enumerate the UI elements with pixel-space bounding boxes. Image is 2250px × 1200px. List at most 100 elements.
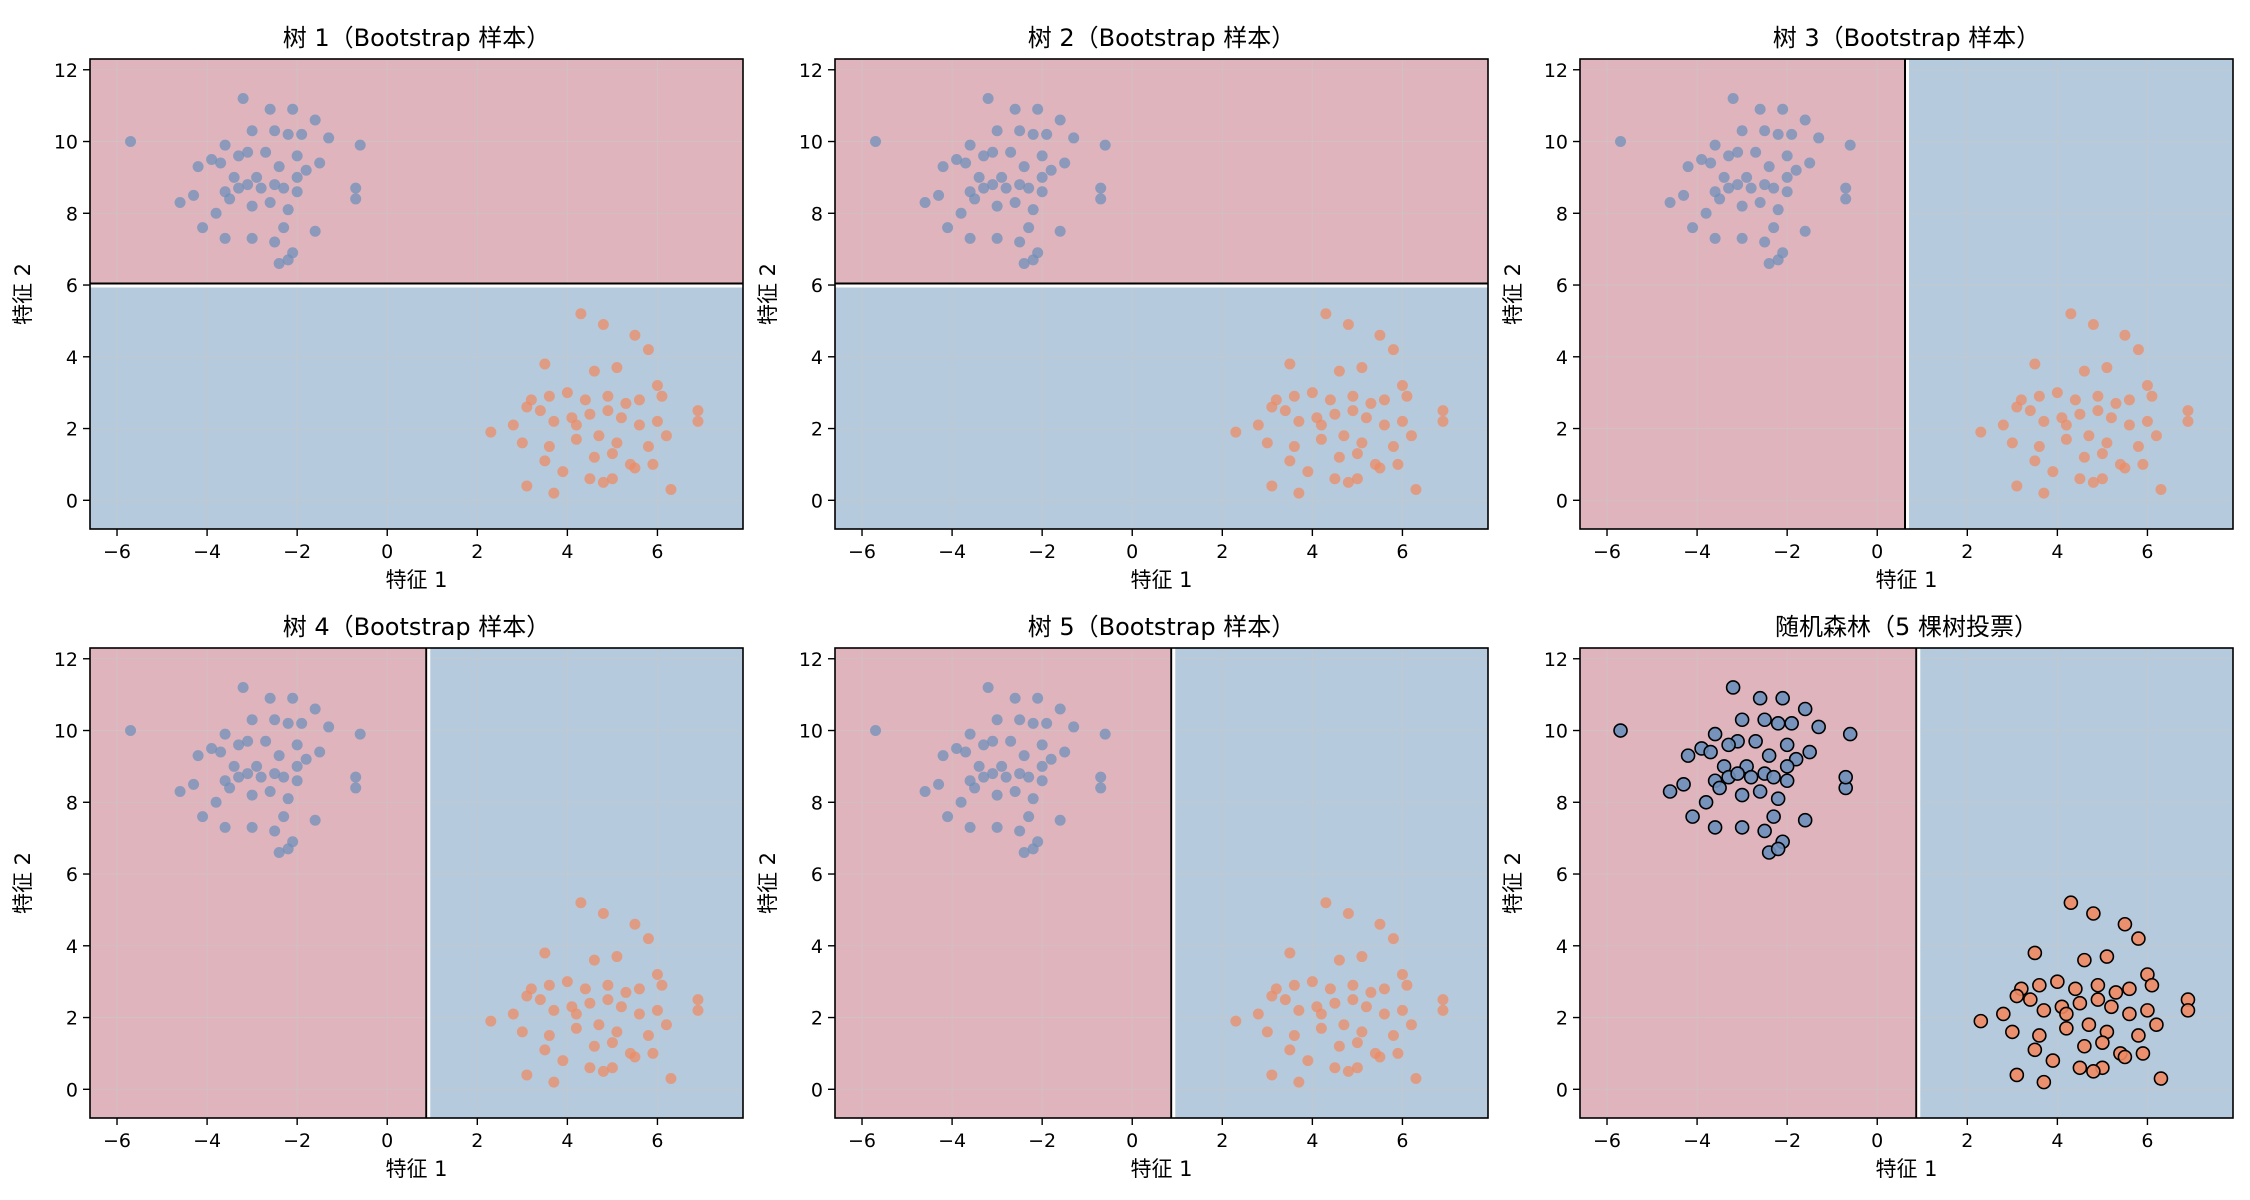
y-tick-label: 2 bbox=[66, 1008, 78, 1030]
data-point-class-0 bbox=[1790, 164, 1802, 176]
data-point-class-0 bbox=[1682, 161, 1694, 173]
data-point-class-1 bbox=[584, 408, 596, 420]
data-point-class-1 bbox=[2086, 906, 2101, 921]
data-point-class-1 bbox=[1252, 1008, 1264, 1020]
data-point-class-0 bbox=[1662, 784, 1678, 799]
y-tick-label: 6 bbox=[811, 275, 823, 297]
data-point-class-0 bbox=[300, 164, 312, 176]
data-point-class-1 bbox=[1387, 1029, 1399, 1041]
x-tick-label: 4 bbox=[561, 1130, 573, 1152]
data-point-class-0 bbox=[1759, 236, 1771, 248]
data-point-class-1 bbox=[1387, 440, 1399, 452]
y-tick-label: 10 bbox=[1544, 721, 1568, 743]
data-point-class-0 bbox=[973, 760, 985, 772]
data-point-class-0 bbox=[1709, 139, 1721, 151]
data-point-class-0 bbox=[1779, 737, 1795, 753]
data-point-class-1 bbox=[2078, 451, 2090, 463]
y-tick-label: 8 bbox=[66, 203, 78, 225]
data-point-class-0 bbox=[951, 742, 963, 754]
data-point-class-0 bbox=[1009, 103, 1021, 115]
x-tick-label: −4 bbox=[193, 541, 221, 563]
data-point-class-1 bbox=[1306, 387, 1318, 399]
data-point-class-1 bbox=[2117, 1049, 2133, 1065]
y-tick-label: 2 bbox=[1556, 1008, 1568, 1030]
data-point-class-1 bbox=[1333, 451, 1345, 463]
data-point-class-1 bbox=[570, 1008, 582, 1020]
data-point-class-1 bbox=[548, 1004, 560, 1016]
y-tick-label: 0 bbox=[1556, 490, 1568, 512]
y-tick-label: 10 bbox=[54, 721, 78, 743]
data-point-class-1 bbox=[1378, 983, 1390, 995]
y-tick-label: 0 bbox=[66, 490, 78, 512]
data-point-class-0 bbox=[269, 125, 281, 137]
data-point-class-1 bbox=[2027, 1042, 2043, 1058]
data-point-class-0 bbox=[1734, 820, 1750, 835]
y-tick-label: 6 bbox=[1556, 864, 1568, 886]
data-point-class-1 bbox=[597, 476, 609, 488]
data-point-class-1 bbox=[692, 415, 704, 427]
data-point-class-1 bbox=[1329, 473, 1341, 485]
data-point-class-0 bbox=[1736, 125, 1748, 137]
data-point-class-1 bbox=[1329, 1062, 1341, 1074]
data-point-class-0 bbox=[1770, 791, 1786, 806]
data-point-class-0 bbox=[210, 207, 222, 219]
data-point-class-0 bbox=[215, 746, 227, 758]
subplot-3: −6 −4 −2 0 2 4 6 0 2 4 6 8 10 12 树 3（Bootstrap 样本） 特征 1… bbox=[1501, 24, 2234, 592]
data-point-class-0 bbox=[1757, 712, 1772, 728]
data-point-class-1 bbox=[629, 1051, 641, 1063]
data-point-class-0 bbox=[1000, 771, 1012, 783]
data-point-class-0 bbox=[1772, 254, 1784, 266]
data-point-class-0 bbox=[1700, 207, 1712, 219]
data-point-class-0 bbox=[291, 760, 303, 772]
data-point-class-1 bbox=[2087, 476, 2099, 488]
data-point-class-0 bbox=[1068, 132, 1080, 144]
data-point-class-1 bbox=[629, 462, 641, 474]
data-point-class-0 bbox=[991, 125, 1003, 137]
data-point-class-1 bbox=[584, 997, 596, 1009]
data-point-class-0 bbox=[242, 735, 254, 747]
y-tick-label: 2 bbox=[1556, 419, 1568, 441]
data-point-class-0 bbox=[291, 739, 303, 751]
data-point-class-0 bbox=[1005, 146, 1017, 158]
data-point-class-0 bbox=[1023, 771, 1035, 783]
data-point-class-0 bbox=[1712, 780, 1727, 796]
y-tick-label: 8 bbox=[66, 792, 78, 814]
data-point-class-1 bbox=[1342, 318, 1354, 330]
data-point-class-1 bbox=[1342, 476, 1354, 488]
chart-title: 树 4（Bootstrap 样本） bbox=[283, 613, 551, 641]
data-point-class-0 bbox=[269, 714, 281, 726]
data-point-class-0 bbox=[314, 157, 326, 169]
data-point-class-0 bbox=[1014, 825, 1026, 837]
data-point-class-1 bbox=[2131, 1028, 2146, 1043]
data-point-class-1 bbox=[2119, 329, 2131, 341]
data-point-class-0 bbox=[224, 193, 236, 205]
data-point-class-0 bbox=[1718, 171, 1730, 183]
data-point-class-0 bbox=[1736, 200, 1748, 212]
y-tick-label: 12 bbox=[54, 649, 78, 671]
data-point-class-0 bbox=[264, 103, 276, 115]
data-point-class-0 bbox=[264, 692, 276, 704]
data-point-class-1 bbox=[2096, 448, 2108, 460]
data-point-class-1 bbox=[579, 394, 591, 406]
data-point-class-1 bbox=[2101, 437, 2113, 449]
data-point-class-1 bbox=[2036, 1003, 2052, 1018]
data-point-class-0 bbox=[1714, 193, 1726, 205]
data-point-class-0 bbox=[192, 161, 204, 173]
data-point-class-0 bbox=[197, 222, 209, 234]
data-point-class-1 bbox=[2086, 1064, 2101, 1079]
data-point-class-1 bbox=[1306, 976, 1318, 988]
data-point-class-0 bbox=[937, 750, 949, 762]
x-axis-label: 特征 1 bbox=[1130, 568, 1192, 592]
data-point-class-0 bbox=[1698, 794, 1714, 810]
data-point-class-1 bbox=[2029, 358, 2041, 370]
data-point-class-1 bbox=[570, 419, 582, 431]
data-point-class-0 bbox=[219, 139, 231, 151]
data-point-class-1 bbox=[534, 994, 546, 1006]
x-tick-label: 0 bbox=[1871, 1130, 1883, 1152]
data-point-class-1 bbox=[2137, 458, 2149, 470]
data-point-class-1 bbox=[2078, 365, 2090, 377]
data-point-class-1 bbox=[1324, 983, 1336, 995]
y-tick-label: 12 bbox=[1544, 60, 1568, 82]
y-tick-label: 4 bbox=[1556, 347, 1568, 369]
data-point-class-0 bbox=[1721, 737, 1736, 753]
